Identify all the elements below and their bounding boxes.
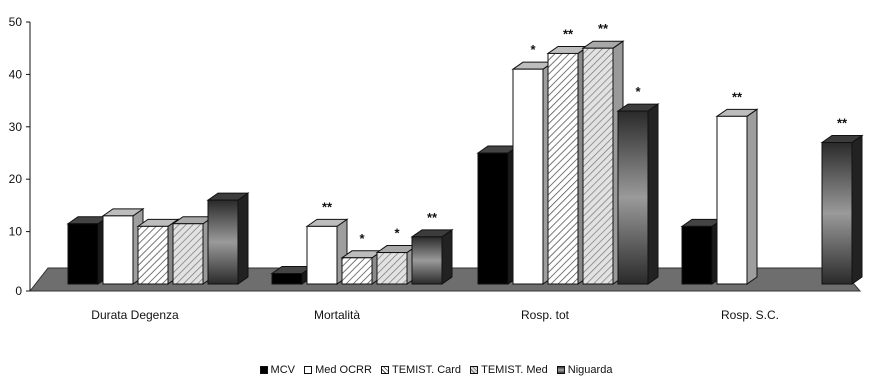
bar	[715, 108, 759, 285]
bar-side-face	[647, 103, 659, 285]
legend-item-temist-med: TEMIST. Med	[470, 364, 548, 376]
bar	[270, 265, 314, 285]
bar-front-face	[67, 223, 99, 285]
legend-label: MCV	[270, 364, 295, 376]
category-label: Rosp. tot	[521, 308, 570, 322]
legend-item-mcv: MCV	[259, 364, 295, 376]
bar-front-face	[512, 68, 544, 285]
y-axis: 0 10 20 30 40 50	[9, 15, 31, 298]
legend-label: Med OCRR	[315, 364, 372, 376]
significance-label: **	[837, 116, 848, 131]
bar-front-face	[547, 52, 579, 285]
bar-front-face	[102, 215, 134, 285]
y-tick-label: 30	[9, 120, 23, 134]
significance-label: *	[394, 226, 400, 241]
y-tick-label: 40	[9, 67, 23, 81]
significance-label: **	[427, 210, 438, 225]
bar-front-face	[271, 273, 303, 285]
bar-side-face	[441, 228, 453, 285]
significance-label: **	[563, 26, 574, 41]
bar-front-face	[411, 236, 443, 285]
legend-item-med-ocrr: Med OCRR	[304, 364, 372, 376]
bar-side-face	[851, 134, 863, 285]
y-tick-label: 20	[9, 172, 23, 186]
legend-label: TEMIST. Card	[391, 364, 462, 376]
bar	[511, 61, 555, 285]
bar-front-face	[341, 257, 373, 285]
bar	[340, 249, 384, 285]
significance-label: *	[530, 42, 536, 57]
significance-label: *	[359, 231, 365, 246]
bar	[101, 207, 145, 285]
bar-front-face	[207, 199, 239, 285]
bar-front-face	[681, 225, 713, 285]
significance-label: **	[598, 21, 609, 36]
bar-front-face	[716, 115, 748, 285]
bar-front-face	[617, 110, 649, 285]
legend-label: TEMIST. Med	[481, 364, 548, 376]
bar-front-face	[477, 152, 509, 285]
bar	[206, 192, 250, 285]
bar	[616, 103, 660, 285]
bar	[410, 228, 454, 285]
y-tick-label: 10	[9, 225, 23, 239]
legend-swatch-temist-card	[380, 366, 389, 374]
legend-label: Niguarda	[567, 364, 613, 376]
legend-item-temist-card: TEMIST. Card	[380, 364, 462, 376]
category-label: Durata Degenza	[91, 308, 179, 322]
legend-swatch-med-ocrr	[304, 366, 313, 374]
bar-side-face	[746, 108, 758, 285]
bar-front-face	[306, 225, 338, 285]
bar	[820, 134, 864, 285]
bar	[680, 218, 724, 285]
bar-front-face	[172, 223, 204, 285]
category-label: Rosp. S.C.	[721, 308, 779, 322]
legend-swatch-niguarda	[556, 366, 565, 374]
bar	[546, 45, 590, 285]
significance-label: **	[732, 89, 743, 104]
bar-front-face	[821, 142, 853, 285]
bar	[136, 218, 180, 285]
legend-swatch-temist-med	[470, 366, 479, 374]
bars: *** ****** *** ****	[66, 21, 864, 285]
bar-side-face	[237, 192, 249, 285]
significance-label: **	[322, 199, 333, 214]
bar	[305, 218, 349, 285]
bar-front-face	[376, 252, 408, 285]
bar-front-face	[137, 225, 169, 285]
significance-label: *	[635, 84, 641, 99]
y-tick-label: 0	[15, 284, 22, 298]
legend: MCV Med OCRR TEMIST. Card TEMIST. Med Ni…	[0, 364, 872, 377]
bar	[581, 40, 625, 285]
legend-item-niguarda: Niguarda	[556, 364, 613, 376]
bar	[476, 145, 520, 285]
bar	[375, 244, 419, 285]
y-tick-label: 50	[9, 15, 23, 29]
bar	[66, 215, 110, 285]
legend-swatch-mcv	[259, 366, 268, 374]
bar	[171, 215, 215, 285]
category-labels: Durata Degenza Mortalità Rosp. tot Rosp. S.…	[91, 308, 779, 322]
bar-front-face	[582, 47, 614, 285]
category-label: Mortalità	[314, 308, 360, 322]
